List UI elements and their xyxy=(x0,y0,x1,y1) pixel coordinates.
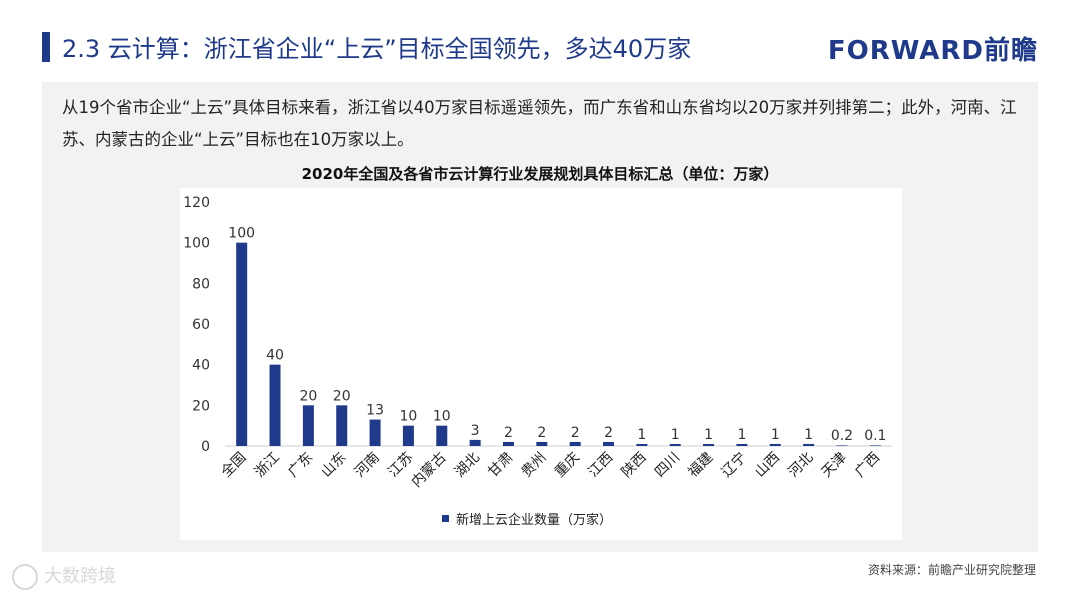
bar xyxy=(269,364,281,446)
category-label: 四川 xyxy=(652,450,683,481)
y-tick-label: 60 xyxy=(192,317,210,333)
bar-value-label: 1 xyxy=(771,427,780,443)
bar-chart-panel: 0 20 40 60 80 100 120 100 全国 40 浙江 20 广东 20 山东 13 河南 10 江苏… xyxy=(180,188,902,540)
watermark-text: 大数跨境 xyxy=(44,566,116,587)
bar-value-label: 100 xyxy=(228,226,255,242)
legend-label: 新增上云企业数量（万家） xyxy=(456,512,612,528)
bar-value-label: 2 xyxy=(504,425,513,441)
bar xyxy=(436,425,448,446)
bar xyxy=(569,441,581,446)
category-label: 福建 xyxy=(685,450,716,481)
category-label: 陕西 xyxy=(619,450,650,481)
y-tick-label: 120 xyxy=(183,195,210,211)
bar-value-label: 1 xyxy=(737,427,746,443)
bar-value-label: 20 xyxy=(333,388,351,404)
bar-value-label: 1 xyxy=(637,427,646,443)
watermark: 大数跨境 xyxy=(12,562,116,590)
category-label: 全国 xyxy=(218,449,250,481)
bar xyxy=(736,443,748,446)
y-tick-label: 80 xyxy=(192,276,210,292)
category-label: 重庆 xyxy=(552,450,583,481)
bar xyxy=(803,443,815,446)
category-label: 河南 xyxy=(352,450,383,481)
bar-chart: 020406080100120100全国40浙江20广东20山东13河南10江苏… xyxy=(183,195,892,528)
page-title: 2.3 云计算：浙江省企业“上云”目标全国领先，多达40万家 xyxy=(62,35,692,63)
bar xyxy=(536,441,548,446)
y-tick-label: 40 xyxy=(192,358,210,374)
bar-value-label: 40 xyxy=(266,348,284,364)
bar-value-label: 1 xyxy=(671,427,680,443)
bar-value-label: 2 xyxy=(571,425,580,441)
bar xyxy=(336,405,348,446)
bar-value-label: 13 xyxy=(366,403,384,419)
bar-value-label: 0.1 xyxy=(864,428,886,444)
bar-value-label: 20 xyxy=(299,388,317,404)
bar xyxy=(502,441,514,446)
bar-value-label: 3 xyxy=(471,423,480,439)
category-label: 广西 xyxy=(852,450,883,481)
intro-paragraph: 从19个省市企业“上云”具体目标来看，浙江省以40万家目标遥遥领先，而广东省和山… xyxy=(62,98,1017,149)
bar-value-label: 2 xyxy=(537,425,546,441)
chart-title: 2020年全国及各省市云计算行业发展规划具体目标汇总（单位：万家） xyxy=(301,165,779,183)
bar xyxy=(669,443,681,446)
bar-value-label: 0.2 xyxy=(831,428,853,444)
bar xyxy=(603,441,615,446)
category-label: 天津 xyxy=(819,450,850,481)
bar xyxy=(469,439,481,446)
bar-value-label: 10 xyxy=(400,409,418,425)
bar xyxy=(302,405,314,446)
bar xyxy=(703,443,715,446)
category-label: 山东 xyxy=(318,450,349,481)
bar xyxy=(236,242,248,446)
bar-value-label: 1 xyxy=(804,427,813,443)
bar xyxy=(769,443,781,446)
category-label: 广东 xyxy=(285,450,316,481)
watermark-logo-icon xyxy=(12,564,38,590)
y-tick-label: 0 xyxy=(201,439,210,455)
bar xyxy=(369,419,381,446)
bar-value-label: 1 xyxy=(704,427,713,443)
bar-value-label: 2 xyxy=(604,425,613,441)
brand-logo: FORWARD前瞻 xyxy=(827,36,1038,66)
category-label: 贵州 xyxy=(519,450,550,481)
category-label: 甘肃 xyxy=(485,450,516,481)
category-label: 江西 xyxy=(585,450,616,481)
category-label: 浙江 xyxy=(252,450,283,481)
bar xyxy=(836,445,848,446)
legend-swatch xyxy=(442,515,449,522)
category-label: 辽宁 xyxy=(718,449,750,481)
bar-value-label: 10 xyxy=(433,409,451,425)
y-tick-label: 100 xyxy=(183,236,210,252)
source-note: 资料来源：前瞻产业研究院整理 xyxy=(867,563,1036,577)
title-accent-bar xyxy=(42,32,50,62)
category-label: 湖北 xyxy=(452,450,483,481)
bar xyxy=(402,425,414,446)
bar xyxy=(636,443,648,446)
bar xyxy=(869,445,881,446)
category-label: 山西 xyxy=(752,450,783,481)
category-label: 内蒙古 xyxy=(409,450,450,491)
category-label: 河北 xyxy=(785,450,816,481)
y-tick-label: 20 xyxy=(192,398,210,414)
